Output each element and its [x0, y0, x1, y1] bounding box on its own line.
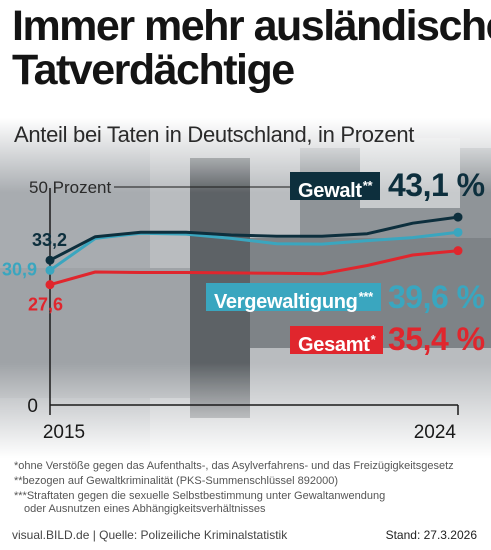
line-chart: 0 50 Prozent 2015 2024 33,2 30,9 27,6 — [2, 178, 463, 443]
start-point-gesamt — [45, 280, 55, 290]
marker-gewalt: ** — [362, 178, 373, 193]
end-value-vergewaltigung: 39,6 % — [388, 279, 485, 315]
footnote-3: ***Straftaten gegen die sexuelle Selbstb… — [14, 490, 386, 502]
x-tick-label-2015: 2015 — [43, 422, 85, 443]
series-line-gesamt — [48, 249, 460, 287]
source-line: visual.BILD.de | Quelle: Polizeiliche Kr… — [12, 528, 288, 542]
start-point-gewalt — [45, 255, 55, 265]
stand-date: Stand: 27.3.2026 — [385, 528, 477, 542]
series-name-gesamt: Gesamt — [298, 334, 370, 356]
start-value-label-vergewaltigung: 30,9 — [2, 259, 37, 279]
y-tick-label-0: 0 — [27, 396, 38, 417]
end-value-gesamt: 35,4 % — [388, 321, 485, 357]
end-point-gesamt — [453, 246, 463, 256]
series-name-gewalt: Gewalt — [298, 180, 362, 202]
end-point-vergewaltigung — [453, 227, 463, 237]
end-point-gewalt — [453, 212, 463, 222]
series-name-vergewaltigung: Vergewaltigung — [214, 291, 358, 313]
start-value-label-gewalt: 33,2 — [32, 230, 67, 250]
legend-label-gewalt: Gewalt** — [290, 172, 381, 202]
footnote-4: oder Ausnutzen eines Abhängigkeitsverhäl… — [24, 503, 266, 515]
series-line-gewalt — [48, 215, 460, 262]
start-value-label-gesamt: 27,6 — [28, 295, 63, 315]
legend-label-vergewaltigung: Vergewaltigung*** — [206, 283, 381, 313]
chart-subtitle: Anteil bei Taten in Deutschland, in Proz… — [14, 122, 415, 147]
start-point-vergewaltigung — [45, 265, 55, 275]
series-line-vergewaltigung — [48, 230, 460, 272]
end-value-gewalt: 43,1 % — [388, 167, 485, 203]
y-tick-label-50: 50 Prozent — [29, 178, 111, 197]
marker-vergewaltigung: *** — [358, 289, 374, 304]
footnote-2: **bezogen auf Gewaltkriminalität (PKS-Su… — [14, 475, 339, 487]
marker-gesamt: * — [370, 332, 376, 347]
x-tick-label-2024: 2024 — [414, 422, 457, 443]
title-line-2: Tatverdächtige — [12, 46, 295, 94]
footnote-1: *ohne Verstöße gegen das Aufenthalts-, d… — [14, 460, 454, 472]
chart-title: Immer mehr ausländische Tatverdächtige — [12, 2, 491, 94]
legend-label-gesamt: Gesamt* — [290, 326, 384, 356]
title-line-1: Immer mehr ausländische — [12, 2, 491, 50]
